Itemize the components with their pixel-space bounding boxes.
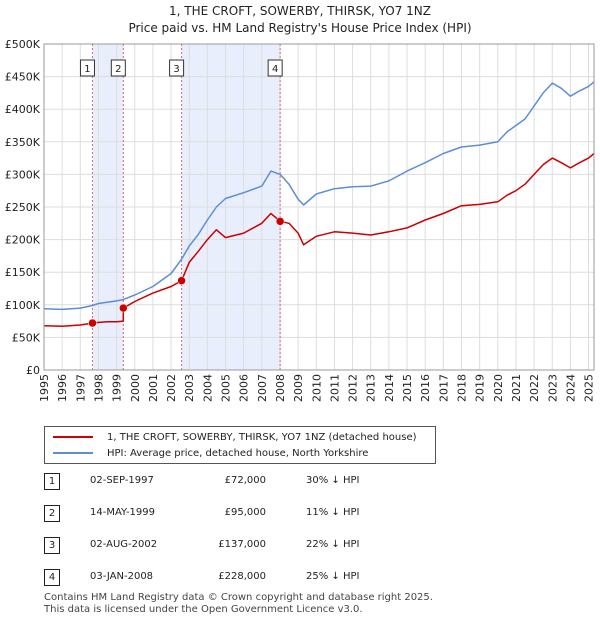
y-tick-label: £150K [5,266,41,279]
chart-subtitle: Price paid vs. HM Land Registry's House … [128,21,472,35]
transaction-date: 02-AUG-2002 [90,539,158,550]
transaction-label-box [169,59,185,77]
table-row: 3 02-AUG-2002 £137,000 22% ↓ HPI [44,536,424,556]
x-tick-label: 2012 [347,374,360,402]
y-tick-label: £50K [12,331,41,344]
x-tick-label: 2022 [528,374,541,402]
legend-item-property: 1, THE CROFT, SOWERBY, THIRSK, YO7 1NZ (… [53,430,417,444]
y-tick-label: £300K [5,168,41,181]
legend-swatch-property [53,436,93,438]
y-tick-label: £500K [5,38,41,51]
y-tick-label: £0 [26,364,40,377]
legend-label-property: 1, THE CROFT, SOWERBY, THIRSK, YO7 1NZ (… [107,431,417,443]
transaction-label-box [79,59,95,77]
x-tick-label: 2018 [455,374,468,402]
x-tick-label: 2008 [274,374,287,402]
x-tick-label: 2013 [365,374,378,402]
price-chart: 1 2 3 4 £0 £50K £100K £150K £200K £250K £300K £350K… [5,38,596,402]
transaction-price: £95,000 [224,507,266,518]
transaction-number: 2 [44,505,60,522]
x-tick-label: 2016 [419,374,432,402]
x-tick-label: 1996 [56,374,69,402]
y-tick-label: £450K [5,71,41,84]
x-tick-label: 2006 [238,374,251,402]
x-tick-label: 1995 [38,374,51,402]
chart-title: 1, THE CROFT, SOWERBY, THIRSK, YO7 1NZ [169,4,431,18]
plot-frame [43,43,595,371]
x-tick-label: 1997 [74,374,87,402]
footer-line-copyright: Contains HM Land Registry data © Crown c… [44,592,433,603]
x-tick-label: 2005 [220,374,233,402]
transaction-hpi-diff: 11% ↓ HPI [306,507,360,518]
legend-swatch-hpi [53,452,93,454]
table-row: 1 02-SEP-1997 £72,000 30% ↓ HPI [44,472,424,492]
transaction-date: 02-SEP-1997 [90,475,154,486]
x-tick-label: 2009 [292,374,305,402]
x-tick-label: 2002 [165,374,178,402]
x-tick-label: 1999 [111,374,124,402]
footer-attribution: Contains HM Land Registry data © Crown c… [44,592,433,616]
x-tick-label: 2010 [310,374,323,402]
x-tick-label: 1998 [92,374,105,402]
transaction-number: 4 [44,569,60,586]
x-tick-label: 2020 [492,374,505,402]
x-tick-label: 2000 [129,374,142,402]
transaction-label-box [267,59,283,77]
transaction-point [88,318,97,328]
transaction-label: 2 [115,64,121,75]
transaction-number: 3 [44,537,60,554]
x-tick-label: 2025 [583,374,596,402]
transaction-price: £137,000 [218,539,266,550]
transaction-hpi-diff: 22% ↓ HPI [306,539,360,550]
transaction-point [275,217,285,226]
x-tick-label: 2019 [474,374,487,402]
x-tick-label: 2001 [147,374,160,402]
y-tick-label: £400K [5,103,41,116]
transaction-date: 03-JAN-2008 [90,571,154,582]
x-tick-label: 2007 [256,374,269,402]
transaction-hpi-diff: 25% ↓ HPI [306,571,360,582]
transaction-label: 3 [173,64,179,75]
chart-legend: 1, THE CROFT, SOWERBY, THIRSK, YO7 1NZ (… [44,426,436,464]
y-tick-label: £100K [5,299,41,312]
legend-label-hpi: HPI: Average price, detached house, Nort… [107,447,369,459]
transaction-label-box [110,59,126,77]
transaction-hpi-diff: 30% ↓ HPI [306,475,360,486]
legend-item-hpi: HPI: Average price, detached house, Nort… [53,446,368,460]
x-tick-label: 2017 [437,374,450,402]
x-tick-label: 2023 [546,374,559,402]
transaction-label: 4 [272,64,278,75]
x-tick-label: 2003 [183,374,196,402]
x-tick-label: 2024 [564,374,577,402]
transaction-price: £72,000 [224,475,266,486]
footer-line-licence: This data is licensed under the Open Gov… [44,604,363,615]
y-tick-label: £200K [5,234,41,247]
x-tick-label: 2004 [201,374,214,402]
hpi-line [43,81,595,311]
x-tick-label: 2014 [383,374,396,402]
x-tick-label: 2021 [510,374,523,402]
transaction-point [177,276,186,285]
transaction-date: 14-MAY-1999 [90,507,156,518]
table-row: 2 14-MAY-1999 £95,000 11% ↓ HPI [44,504,424,524]
y-tick-label: £250K [5,201,41,214]
transaction-number: 1 [44,473,60,490]
transaction-label: 1 [84,64,90,75]
transaction-price: £228,000 [218,571,266,582]
property-price-line [43,152,595,328]
x-tick-label: 2011 [328,374,341,402]
x-tick-label: 2015 [401,374,414,402]
table-row: 4 03-JAN-2008 £228,000 25% ↓ HPI [44,568,424,588]
transaction-point [119,303,128,313]
y-tick-label: £350K [5,136,41,149]
